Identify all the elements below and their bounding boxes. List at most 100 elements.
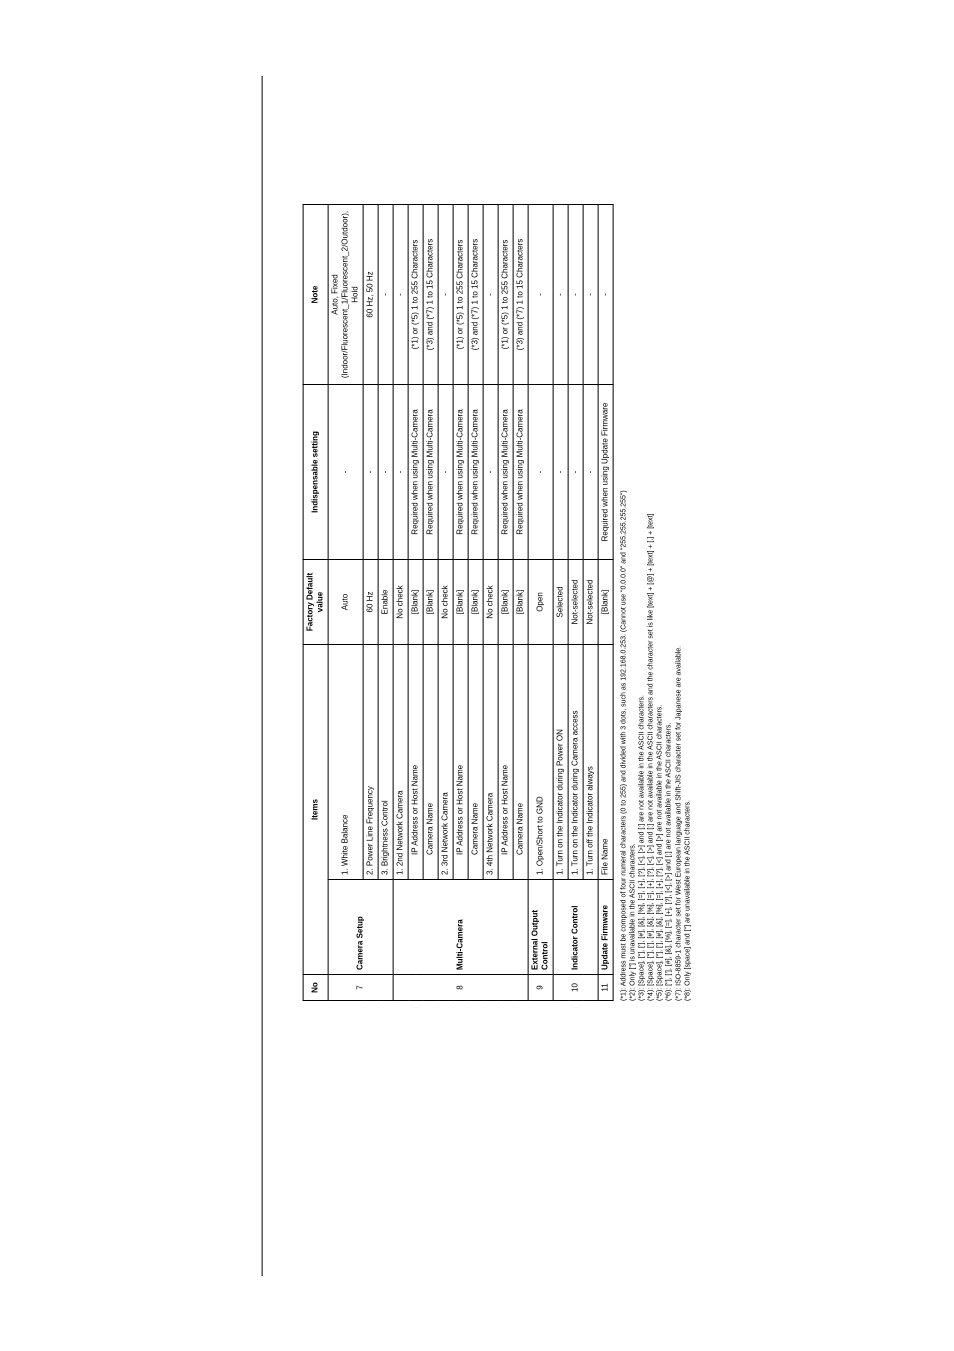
- footnote-4: (*4): [Space], ["], [’], [#], [&], [%], …: [647, 351, 656, 1001]
- row-no: 8: [393, 974, 528, 1000]
- setting-cell: -: [583, 384, 598, 559]
- default-cell: [Blank]: [598, 559, 613, 644]
- top-rule: [262, 76, 263, 1276]
- setting-cell: -: [393, 384, 408, 559]
- note-cell: Auto, Fixed (Indoor/Fluorescent_1/Fluore…: [328, 204, 363, 384]
- item-cell: Camera Name: [468, 644, 483, 879]
- note-cell: (*1) or (*5) 1 to 255 Characters: [408, 204, 423, 384]
- table-row: 10 Indicator Control 1. Turn on the Indi…: [553, 204, 568, 1000]
- row-category: External Output Control: [528, 879, 553, 974]
- note-cell: (*3) and (*7) 1 to 15 Characters: [423, 204, 438, 384]
- row-category: Camera Setup: [328, 879, 393, 974]
- setting-cell: Required when using Update Firmware: [598, 384, 613, 559]
- item-cell: 1. White Balance: [328, 644, 363, 879]
- note-cell: (*3) and (*7) 1 to 15 Characters: [468, 204, 483, 384]
- cat-label: Multi-Camera: [456, 919, 465, 970]
- header-items: Items: [303, 644, 328, 974]
- row-no: 10: [553, 974, 598, 1000]
- row-no: 7: [328, 974, 393, 1000]
- default-cell: Open: [528, 559, 553, 644]
- item-cell: Camera Name: [423, 644, 438, 879]
- default-cell: Selected: [553, 559, 568, 644]
- default-cell: No check: [483, 559, 498, 644]
- row-category: Multi-Camera: [393, 879, 528, 974]
- item-cell: 3. 4th Network Camera: [483, 644, 498, 879]
- default-cell: [Blank]: [513, 559, 528, 644]
- setting-cell: Required when using Multi-Camera: [453, 384, 468, 559]
- footnotes: (*1): Address must be composed of four n…: [620, 351, 693, 1001]
- table-header-row: No Items Factory Default value Indispens…: [303, 204, 328, 1000]
- footnote-6: (*6): ["], [’], [#], [&], [%], [=], [+],…: [665, 351, 674, 1001]
- item-cell: 1. Turn off the Indicator always: [583, 644, 598, 879]
- item-cell: IP Address or Host Name: [408, 644, 423, 879]
- cat-label: External Output Control: [531, 909, 550, 969]
- default-cell: Auto: [328, 559, 363, 644]
- cat-label: Indicator Control: [571, 905, 580, 969]
- setting-cell: -: [553, 384, 568, 559]
- item-cell: 1. Turn on the Indicator during Power ON: [553, 644, 568, 879]
- setting-cell: -: [568, 384, 583, 559]
- rotated-content: No Items Factory Default value Indispens…: [262, 351, 693, 1001]
- header-indispensable: Indispensable setting: [303, 384, 328, 559]
- item-cell: IP Address or Host Name: [498, 644, 513, 879]
- note-cell: -: [528, 204, 553, 384]
- footnote-8: (*8): Only [space] and ["] are unavailab…: [683, 351, 692, 1001]
- item-cell: 2. 3rd Network Camera: [438, 644, 453, 879]
- cat-label: Camera Setup: [356, 916, 365, 970]
- table-row: 9 External Output Control 1. Open/Short …: [528, 204, 553, 1000]
- note-cell: (*3) and (*7) 1 to 15 Characters: [513, 204, 528, 384]
- header-note: Note: [303, 204, 328, 384]
- setting-cell: Required when using Multi-Camera: [468, 384, 483, 559]
- default-cell: 60 Hz: [363, 559, 378, 644]
- footnote-2: (*2): Only ["] is unavailable in the ASC…: [629, 351, 638, 1001]
- note-cell: -: [553, 204, 568, 384]
- note-cell: -: [378, 204, 393, 384]
- default-cell: [Blank]: [408, 559, 423, 644]
- item-cell: 1. Turn on the Indicator during Camera a…: [568, 644, 583, 879]
- table-row: 7 Camera Setup 1. White Balance Auto - A…: [328, 204, 363, 1000]
- footnote-1: (*1): Address must be composed of four n…: [620, 351, 629, 1001]
- setting-cell: -: [363, 384, 378, 559]
- cat-label: Update Firmware: [601, 905, 610, 970]
- default-cell: [Blank]: [423, 559, 438, 644]
- setting-cell: Required when using Multi-Camera: [408, 384, 423, 559]
- note-cell: (*1) or (*5) 1 to 255 Characters: [498, 204, 513, 384]
- setting-cell: Required when using Multi-Camera: [423, 384, 438, 559]
- default-cell: [Blank]: [453, 559, 468, 644]
- item-cell: 3. Brightness Control: [378, 644, 393, 879]
- note-cell: -: [583, 204, 598, 384]
- note-cell: -: [568, 204, 583, 384]
- header-no: No: [303, 974, 328, 1000]
- item-cell: File Name: [598, 644, 613, 879]
- setting-cell: Required when using Multi-Camera: [498, 384, 513, 559]
- footnote-7: (*7): ISO-8859-1 character set for West …: [674, 351, 683, 1001]
- default-cell: Not-selected: [568, 559, 583, 644]
- default-cell: [Blank]: [468, 559, 483, 644]
- item-cell: IP Address or Host Name: [453, 644, 468, 879]
- setting-cell: -: [378, 384, 393, 559]
- setting-cell: -: [528, 384, 553, 559]
- default-cell: No check: [438, 559, 453, 644]
- table-row: 11 Update Firmware File Name [Blank] Req…: [598, 204, 613, 1000]
- item-cell: Camera Name: [513, 644, 528, 879]
- note-cell: 60 Hz, 50 Hz: [363, 204, 378, 384]
- note-cell: (*1) or (*5) 1 to 255 Characters: [453, 204, 468, 384]
- note-cell: -: [438, 204, 453, 384]
- row-no: 11: [598, 974, 613, 1000]
- setting-cell: -: [483, 384, 498, 559]
- page: No Items Factory Default value Indispens…: [0, 0, 954, 1351]
- row-category: Update Firmware: [598, 879, 613, 974]
- note-cell: -: [483, 204, 498, 384]
- settings-table: No Items Factory Default value Indispens…: [303, 204, 614, 1001]
- note-cell: -: [598, 204, 613, 384]
- footnote-5: (*5): [Space], ["], [’], [#], [&], [%], …: [656, 351, 665, 1001]
- default-cell: [Blank]: [498, 559, 513, 644]
- item-cell: 1. Open/Short to GND: [528, 644, 553, 879]
- setting-cell: Required when using Multi-Camera: [513, 384, 528, 559]
- default-cell: Not-selected: [583, 559, 598, 644]
- row-no: 9: [528, 974, 553, 1000]
- setting-cell: -: [328, 384, 363, 559]
- item-cell: 1. 2nd Network Camera: [393, 644, 408, 879]
- note-cell: -: [393, 204, 408, 384]
- row-category: Indicator Control: [553, 879, 598, 974]
